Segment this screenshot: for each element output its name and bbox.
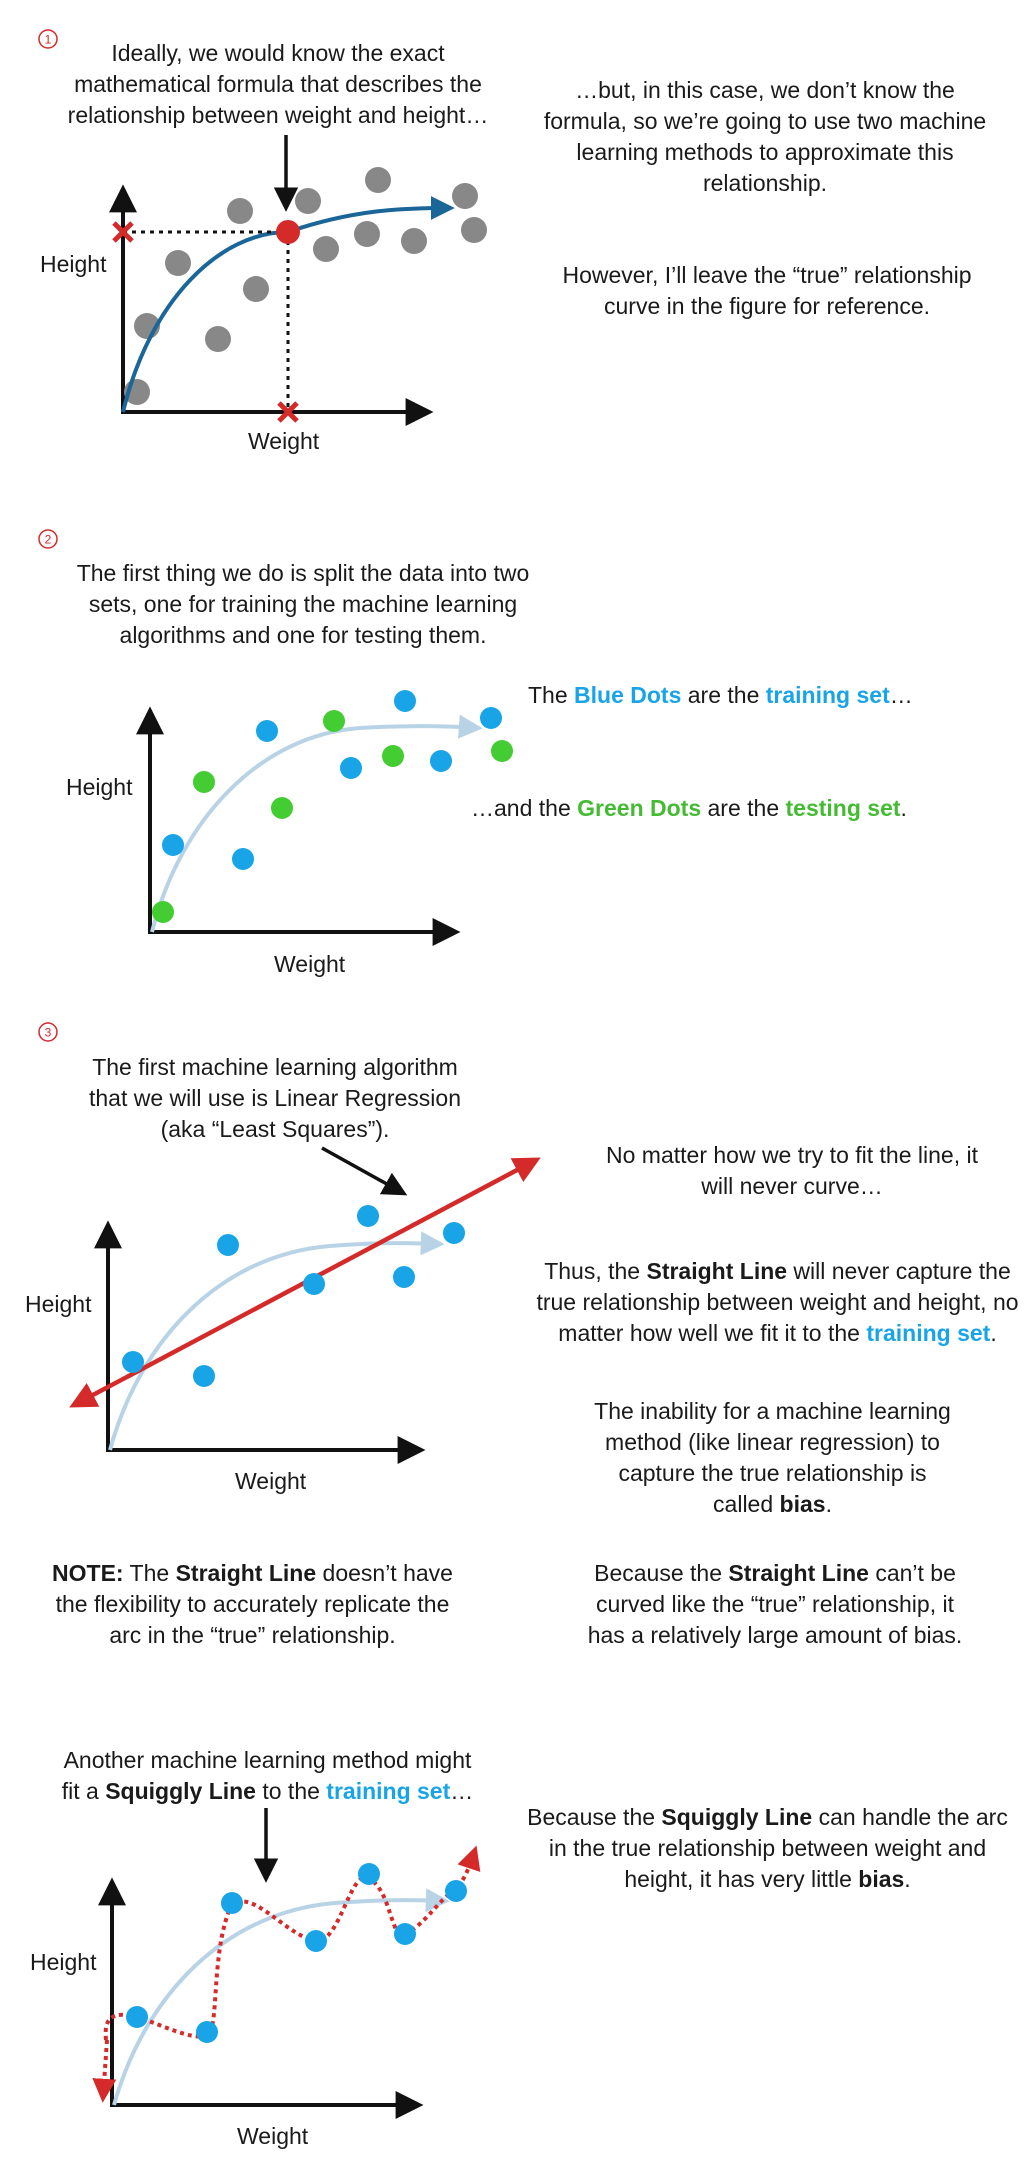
training-point xyxy=(196,2021,218,2043)
training-point xyxy=(393,1266,415,1288)
y-axis-label: Height xyxy=(40,251,107,277)
gray-data-points xyxy=(124,167,487,405)
training-point xyxy=(162,834,184,856)
panel4-note-little-bias: Because the Squiggly Line can handle the… xyxy=(527,1804,1008,1892)
data-point xyxy=(354,221,380,247)
x-mark-icon xyxy=(277,401,299,423)
panel1-note-true-curve: However, I’ll leave the “true” relations… xyxy=(562,262,972,319)
panel3-note-straight-line: Thus, the Straight Line will never captu… xyxy=(536,1258,1019,1346)
data-point xyxy=(461,217,487,243)
legend-blue-dots: Blue Dots xyxy=(574,682,682,708)
step-number: 1 xyxy=(45,33,52,47)
training-point xyxy=(221,1892,243,1914)
training-points xyxy=(126,1863,467,2043)
testing-point xyxy=(491,740,513,762)
panel2-caption: The first thing we do is split the data … xyxy=(76,560,530,648)
testing-point xyxy=(193,771,215,793)
legend-green-dots: Green Dots xyxy=(577,795,702,821)
training-point xyxy=(480,707,502,729)
panel2-plot xyxy=(136,690,513,946)
y-axis-label: Height xyxy=(25,1291,92,1317)
data-point xyxy=(401,228,427,254)
training-point xyxy=(430,750,452,772)
training-points xyxy=(122,1205,465,1387)
x-axis-label: Weight xyxy=(274,951,346,977)
data-point xyxy=(452,183,478,209)
pointer-arrow xyxy=(321,1146,408,1196)
x-axis-label: Weight xyxy=(248,428,320,454)
testing-point xyxy=(382,745,404,767)
panel1-caption: Ideally, we would know the exact mathema… xyxy=(67,40,489,128)
step-number-badge: 3 xyxy=(37,1021,59,1043)
training-point xyxy=(256,720,278,742)
training-point xyxy=(303,1273,325,1295)
legend-testing-term: testing set xyxy=(785,795,901,821)
panel4-caption: Another machine learning method might fi… xyxy=(61,1747,474,1804)
true-relationship-curve xyxy=(150,714,483,933)
testing-point xyxy=(271,797,293,819)
legend-training-set: The Blue Dots are the training set… xyxy=(528,682,913,708)
testing-point xyxy=(323,710,345,732)
highlighted-point xyxy=(276,220,300,244)
panel4-plot xyxy=(92,1808,481,2119)
step-number: 2 xyxy=(45,533,52,547)
data-point xyxy=(227,198,253,224)
x-axis-label: Weight xyxy=(237,2123,309,2149)
testing-points xyxy=(152,710,513,923)
x-axis-label: Weight xyxy=(235,1468,307,1494)
training-point xyxy=(394,690,416,712)
training-point xyxy=(445,1880,467,1902)
panel1-note-unknown-formula: …but, in this case, we don’t know the fo… xyxy=(543,77,987,196)
training-point xyxy=(340,757,362,779)
training-points xyxy=(162,690,502,870)
panel3-note-large-bias: Because the Straight Line can’t be curve… xyxy=(587,1560,963,1648)
training-point xyxy=(443,1222,465,1244)
squiggly-line-fit xyxy=(103,1845,481,2041)
data-point xyxy=(205,326,231,352)
data-point xyxy=(295,188,321,214)
true-relationship-curve xyxy=(121,196,455,413)
panel3-note-never-curve: No matter how we try to fit the line, it… xyxy=(606,1142,978,1199)
step-number-badge: 2 xyxy=(37,528,59,550)
training-point xyxy=(305,1930,327,1952)
training-point xyxy=(193,1365,215,1387)
legend-testing-set: …and the Green Dots are the testing set. xyxy=(471,795,907,821)
y-axis-label: Height xyxy=(66,774,133,800)
panel1-plot xyxy=(109,135,487,426)
training-point xyxy=(357,1205,379,1227)
data-point xyxy=(243,276,269,302)
panel3-caption: The first machine learning algorithm tha… xyxy=(88,1054,461,1142)
step-number-badge: 1 xyxy=(37,28,59,50)
data-point xyxy=(165,250,191,276)
x-mark-icon xyxy=(112,221,134,243)
true-relationship-curve xyxy=(108,1231,445,1451)
training-point xyxy=(232,848,254,870)
data-point xyxy=(313,236,339,262)
training-point xyxy=(217,1234,239,1256)
training-point xyxy=(126,2006,148,2028)
legend-training-term: training set xyxy=(765,682,890,708)
training-point xyxy=(122,1351,144,1373)
testing-point xyxy=(152,901,174,923)
panel3-note-bias-definition: The inability for a machine learning met… xyxy=(594,1398,951,1517)
true-relationship-curve xyxy=(112,1888,450,2106)
squiggly-start-arrow xyxy=(92,2039,117,2103)
panel3-note-flexibility: NOTE: The Straight Line doesn’t have the… xyxy=(52,1560,453,1648)
training-point xyxy=(358,1863,380,1885)
data-point xyxy=(365,167,391,193)
step-number: 3 xyxy=(45,1026,52,1040)
panel3-plot xyxy=(69,1146,541,1464)
y-axis-label: Height xyxy=(30,1949,97,1975)
training-point xyxy=(394,1923,416,1945)
